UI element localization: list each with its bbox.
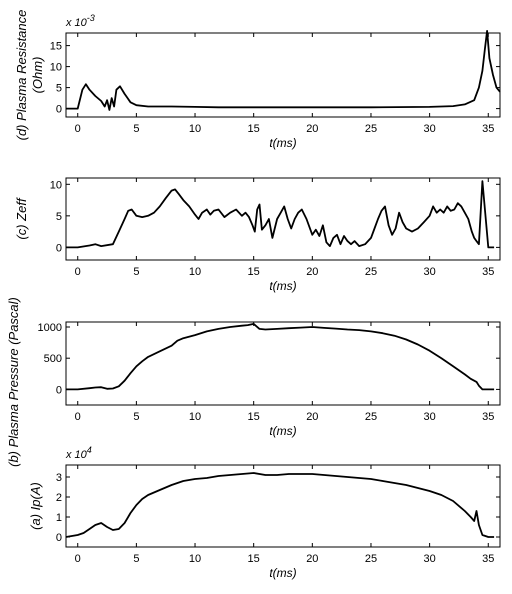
resistance-ylabel-unit: (Ohm) xyxy=(30,57,45,94)
zeff-ytick-label: 5 xyxy=(56,211,62,223)
pressure-xtick-label: 0 xyxy=(75,411,81,423)
current-multiplier-exponent: 4 xyxy=(87,445,92,455)
zeff-xtick-label: 35 xyxy=(482,266,494,278)
current-axes-box xyxy=(65,464,501,548)
pressure-xtick-label: 5 xyxy=(133,411,139,423)
resistance-xtick-label: 20 xyxy=(306,123,318,135)
pressure-xtick-label: 20 xyxy=(306,411,318,423)
resistance-axes-box xyxy=(65,32,501,118)
resistance-ytick-label: 10 xyxy=(50,62,62,74)
resistance-xlabel: t(ms) xyxy=(269,136,296,150)
pressure-xtick-label: 10 xyxy=(189,411,201,423)
zeff-axes-box xyxy=(65,177,501,261)
zeff-xtick-label: 20 xyxy=(306,266,318,278)
resistance-ylabel: (d) Plasma Resistance xyxy=(14,10,29,141)
current-ylabel: (a) Ip(A) xyxy=(28,482,43,530)
resistance-ytick-label: 15 xyxy=(50,41,62,53)
current-xlabel: t(ms) xyxy=(269,566,296,580)
zeff-panel: 0 5 10 15 20 25 30 35 0 5 10 t(ms) xyxy=(50,177,501,293)
resistance-multiplier-exponent: -3 xyxy=(87,13,95,23)
current-ytick-label: 0 xyxy=(56,532,62,544)
current-ytick-label: 3 xyxy=(56,472,62,484)
current-xtick-label: 30 xyxy=(423,553,435,565)
zeff-ytick-label: 10 xyxy=(50,179,62,191)
zeff-series-line xyxy=(66,180,495,249)
resistance-ytick-label: 0 xyxy=(56,104,62,116)
pressure-ylabel: (b) Plasma Pressure (Pascal) xyxy=(6,297,21,467)
resistance-xtick-label: 25 xyxy=(365,123,377,135)
zeff-xtick-label: 5 xyxy=(133,266,139,278)
pressure-xlabel: t(ms) xyxy=(269,424,296,438)
zeff-xtick-label: 0 xyxy=(75,266,81,278)
pressure-series-line xyxy=(66,322,495,391)
resistance-xtick-label: 15 xyxy=(248,123,260,135)
zeff-xtick-label: 25 xyxy=(365,266,377,278)
resistance-ytick-label: 5 xyxy=(56,83,62,95)
zeff-xtick-label: 10 xyxy=(189,266,201,278)
pressure-xtick-label: 15 xyxy=(248,411,260,423)
pressure-axes-box xyxy=(65,321,501,406)
current-series-line xyxy=(65,472,495,538)
pressure-ytick-label: 1000 xyxy=(38,322,62,334)
zeff-ytick-label: 0 xyxy=(56,242,62,254)
current-xtick-label: 10 xyxy=(189,553,201,565)
pressure-ytick-label: 500 xyxy=(44,353,62,365)
current-ytick-label: 2 xyxy=(56,492,62,504)
zeff-xlabel: t(ms) xyxy=(269,279,296,293)
current-xtick-label: 35 xyxy=(482,553,494,565)
pressure-xtick-label: 35 xyxy=(482,411,494,423)
current-panel: 0 5 10 15 20 25 30 35 0 1 2 3 t(ms) x 104 xyxy=(56,445,501,580)
pressure-xtick-label: 25 xyxy=(365,411,377,423)
pressure-xtick-label: 30 xyxy=(423,411,435,423)
zeff-xtick-label: 30 xyxy=(423,266,435,278)
current-xtick-label: 15 xyxy=(248,553,260,565)
resistance-xtick-label: 0 xyxy=(75,123,81,135)
resistance-xtick-label: 35 xyxy=(482,123,494,135)
current-ytick-label: 1 xyxy=(56,512,62,524)
current-xtick-label: 20 xyxy=(306,553,318,565)
current-xtick-label: 25 xyxy=(365,553,377,565)
resistance-xtick-label: 10 xyxy=(189,123,201,135)
current-xtick-label: 5 xyxy=(133,553,139,565)
resistance-xtick-label: 30 xyxy=(423,123,435,135)
zeff-xtick-label: 15 xyxy=(248,266,260,278)
resistance-xtick-label: 5 xyxy=(133,123,139,135)
zeff-ylabel: (c) Zeff xyxy=(14,197,29,240)
current-xtick-label: 0 xyxy=(75,553,81,565)
current-multiplier: x 104 xyxy=(65,445,92,461)
pressure-panel: 0 5 10 15 20 25 30 35 0 500 1000 t(ms) xyxy=(38,321,501,438)
resistance-series-line xyxy=(66,29,501,111)
pressure-ytick-label: 0 xyxy=(56,384,62,396)
